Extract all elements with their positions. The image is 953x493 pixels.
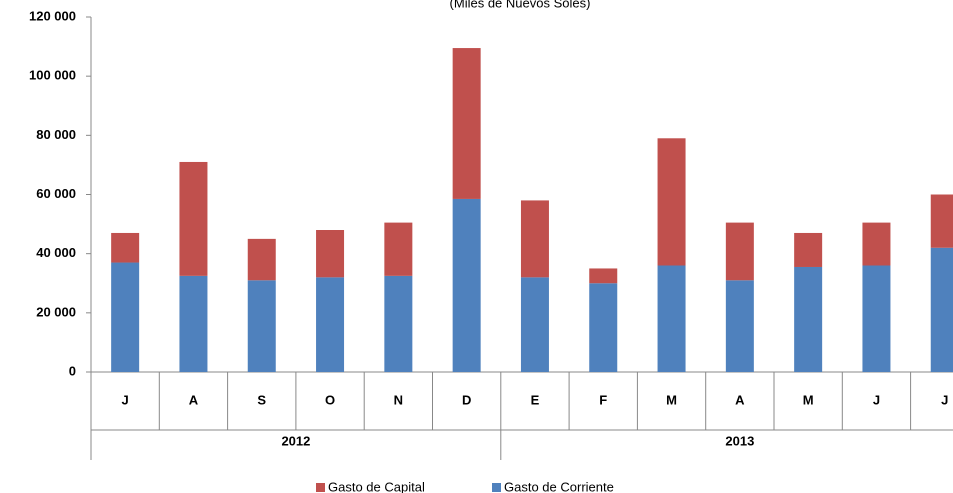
bar-segment [930,194,953,248]
bar-segment [111,262,140,372]
bar-segment [589,268,618,284]
bar-segment [794,232,823,267]
y-tick-label: 40 000 [36,245,76,260]
x-tick-label: M [803,392,814,407]
x-tick-label: S [257,392,266,407]
bar-segment [520,277,549,372]
legend-swatch [316,483,325,492]
x-tick-label: O [325,392,335,407]
legend-label: Gasto de Corriente [504,479,614,493]
bar-segment [794,266,823,372]
x-tick-label: D [462,392,471,407]
bar-segment [111,232,140,263]
bar-segment [862,265,891,372]
x-tick-label: J [122,392,129,407]
bar-segment [247,280,276,372]
chart-subtitle: (Miles de Nuevos Soles) [450,0,591,10]
bar-segment [657,265,686,372]
legend-label: Gasto de Capital [328,479,425,493]
bar-segment [657,138,686,266]
bar-segment [179,161,208,276]
bar-segment [930,247,953,372]
y-tick-label: 0 [69,363,76,378]
bar-segment [520,200,549,278]
bar-segment [384,275,413,372]
bar-segment [452,48,481,199]
bar-segment [589,283,618,372]
x-tick-label: J [873,392,880,407]
y-tick-label: 120 000 [29,8,76,23]
bar-segment [179,275,208,372]
x-tick-label: M [666,392,677,407]
bar-segment [452,198,481,372]
x-tick-label: J [941,392,948,407]
bar-segment [725,222,754,281]
bar-segment [725,280,754,372]
bar-segment [862,222,891,266]
y-tick-label: 20 000 [36,304,76,319]
bar-segment [316,230,345,278]
bar-segment [384,222,413,276]
x-tick-label: A [189,392,199,407]
x-tick-label: A [735,392,745,407]
x-tick-label: N [394,392,403,407]
bar-segment [247,238,276,281]
y-tick-label: 100 000 [29,68,76,83]
y-tick-label: 80 000 [36,127,76,142]
legend-swatch [492,483,501,492]
x-tick-label: F [599,392,607,407]
x-tick-label: E [531,392,540,407]
group-label: 2013 [725,433,754,448]
group-label: 2012 [281,433,310,448]
bar-segment [316,277,345,372]
y-tick-label: 60 000 [36,186,76,201]
